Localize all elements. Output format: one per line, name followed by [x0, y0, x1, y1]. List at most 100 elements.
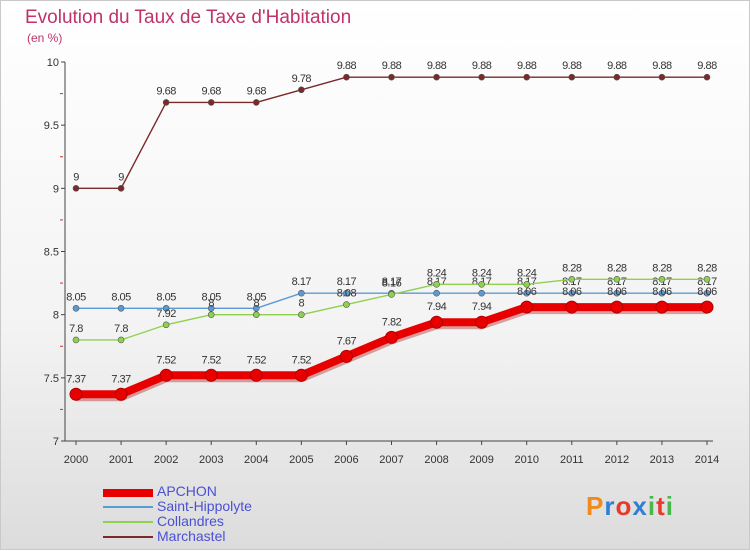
- x-tick-label: 2007: [379, 454, 403, 466]
- point-marchastel: [343, 73, 350, 81]
- y-tick-label: 10: [47, 57, 59, 69]
- data-label-marchastel: 9.88: [337, 60, 357, 72]
- data-label-marchastel: 9.68: [156, 85, 176, 97]
- point-marchastel: [72, 185, 80, 192]
- data-label-saint-hippolyte: 8.05: [202, 291, 222, 303]
- data-label-saint-hippolyte: 8.05: [247, 291, 267, 303]
- point-marchastel: [433, 73, 440, 81]
- data-label-saint-hippolyte: 8.17: [382, 276, 402, 288]
- data-label-apchon: 7.37: [111, 373, 131, 385]
- point-saint-hippolyte: [568, 289, 576, 297]
- data-label-collandres: 8.24: [472, 267, 492, 279]
- data-label-collandres: 8: [208, 298, 214, 310]
- logo-letter: o: [615, 491, 633, 521]
- point-apchon: [159, 368, 173, 382]
- chart-subtitle: (en %): [27, 31, 63, 45]
- point-collandres: [298, 311, 305, 318]
- point-marchastel: [298, 86, 305, 94]
- data-label-collandres: 8.28: [562, 262, 582, 274]
- data-label-collandres: 8.28: [697, 262, 717, 274]
- data-label-collandres: 7.92: [156, 308, 176, 320]
- legend-label-apchon: APCHON: [157, 483, 217, 499]
- data-label-saint-hippolyte: 8.17: [292, 276, 312, 288]
- point-collandres: [658, 275, 666, 283]
- x-tick-label: 2004: [244, 454, 268, 466]
- point-apchon: [249, 368, 263, 382]
- data-label-apchon: 7.94: [472, 301, 492, 313]
- point-saint-hippolyte: [613, 289, 621, 297]
- point-collandres: [433, 281, 440, 288]
- chart-title: Evolution du Taux de Taxe d'Habitation: [25, 7, 352, 28]
- logo-letter: r: [604, 491, 616, 521]
- point-apchon: [700, 300, 714, 314]
- x-tick-label: 2002: [154, 454, 178, 466]
- proxiti-logo: Proxiti: [586, 491, 674, 522]
- legend-swatch-saint-hippolyte: [103, 506, 153, 508]
- data-label-saint-hippolyte: 8.05: [111, 291, 131, 303]
- point-marchastel: [478, 73, 485, 81]
- point-collandres: [162, 321, 170, 329]
- data-label-saint-hippolyte: 8.17: [337, 276, 357, 288]
- data-label-marchastel: 9.88: [517, 60, 537, 72]
- point-collandres: [388, 291, 395, 298]
- point-saint-hippolyte: [658, 289, 666, 297]
- data-label-saint-hippolyte: 8.05: [66, 291, 86, 303]
- point-marchastel: [207, 99, 215, 106]
- data-label-collandres: 8.24: [517, 267, 537, 279]
- logo-letter: x: [632, 491, 648, 521]
- legend-swatch-marchastel: [103, 536, 153, 538]
- y-tick-label: 8.5: [44, 247, 59, 259]
- data-label-apchon: 8.06: [697, 286, 717, 298]
- data-label-collandres: 8: [299, 298, 305, 310]
- data-label-marchastel: 9.78: [292, 73, 312, 85]
- y-tick-label: 8: [53, 310, 59, 322]
- data-label-apchon: 7.52: [156, 354, 176, 366]
- data-label-collandres: 7.8: [114, 323, 128, 335]
- data-label-marchastel: 9.88: [472, 60, 492, 72]
- point-marchastel: [568, 73, 576, 81]
- data-label-collandres: 8.08: [337, 288, 357, 300]
- data-label-marchastel: 9: [73, 171, 79, 183]
- data-label-collandres: 8: [253, 298, 259, 310]
- data-label-apchon: 8.06: [652, 286, 672, 298]
- point-apchon: [520, 300, 534, 314]
- data-label-saint-hippolyte: 8.05: [156, 291, 176, 303]
- point-collandres: [252, 311, 260, 318]
- point-marchastel: [613, 73, 621, 81]
- point-saint-hippolyte: [207, 305, 215, 312]
- point-apchon: [204, 368, 218, 382]
- point-collandres: [568, 275, 576, 283]
- x-tick-label: 2001: [109, 454, 133, 466]
- point-marchastel: [658, 73, 666, 81]
- point-saint-hippolyte: [252, 305, 260, 312]
- point-saint-hippolyte: [298, 289, 305, 297]
- data-label-apchon: 8.06: [562, 286, 582, 298]
- x-tick-label: 2006: [334, 454, 358, 466]
- data-label-marchastel: 9: [118, 171, 124, 183]
- data-label-apchon: 7.67: [337, 335, 357, 347]
- data-label-collandres: 8.24: [427, 267, 447, 279]
- point-collandres: [117, 336, 125, 344]
- point-apchon: [339, 349, 353, 363]
- data-label-marchastel: 9.88: [652, 60, 672, 72]
- x-tick-label: 2009: [469, 454, 493, 466]
- data-label-collandres: 8.28: [607, 262, 627, 274]
- y-tick-label: 7.5: [44, 373, 59, 385]
- data-label-marchastel: 9.68: [202, 85, 222, 97]
- logo-letter: P: [586, 491, 605, 521]
- y-tick-label: 7: [53, 436, 59, 448]
- point-saint-hippolyte: [523, 289, 531, 297]
- point-apchon: [610, 300, 624, 314]
- point-apchon: [475, 315, 489, 329]
- data-label-apchon: 8.06: [517, 286, 537, 298]
- data-label-apchon: 7.37: [66, 373, 86, 385]
- point-collandres: [478, 281, 485, 288]
- data-label-marchastel: 9.88: [427, 60, 447, 72]
- data-label-marchastel: 9.68: [247, 85, 267, 97]
- point-marchastel: [117, 185, 125, 192]
- x-tick-label: 2011: [560, 454, 584, 466]
- point-apchon: [385, 330, 398, 344]
- point-saint-hippolyte: [433, 289, 440, 297]
- point-collandres: [72, 336, 80, 344]
- logo-letter: i: [647, 491, 657, 521]
